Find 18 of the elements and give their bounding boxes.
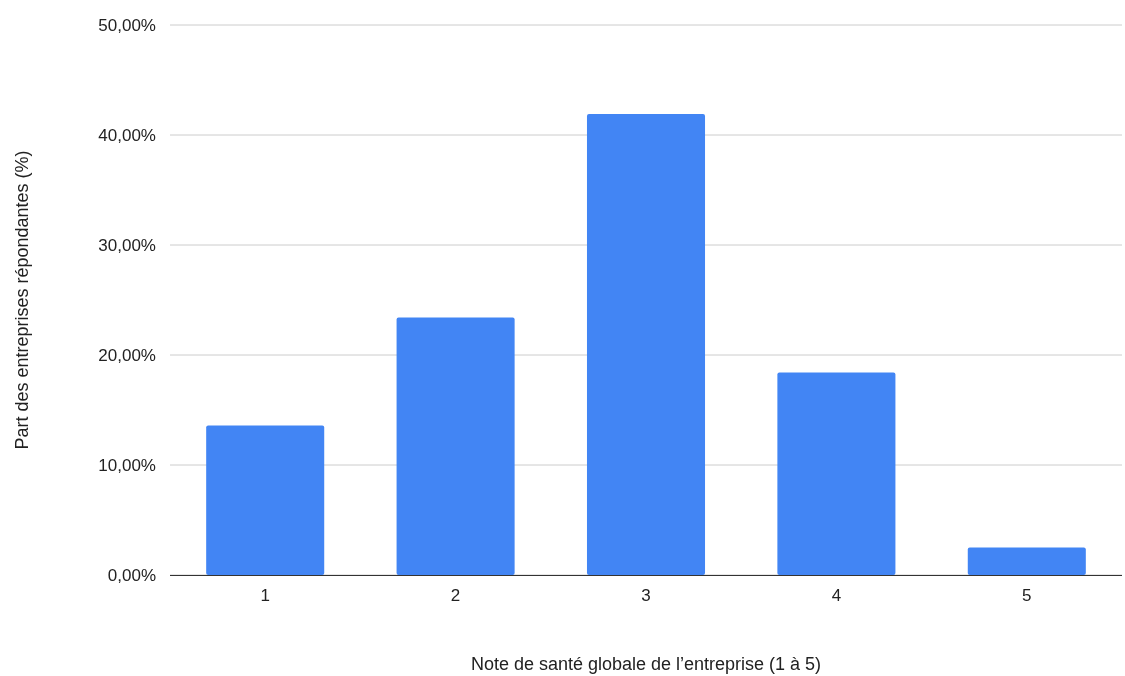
x-tick-label: 3 <box>641 586 651 606</box>
bar <box>967 547 1086 575</box>
y-tick-label: 30,00% <box>98 235 156 255</box>
y-tick-label: 40,00% <box>98 125 156 145</box>
bar <box>396 317 515 575</box>
y-axis-title: Part des entreprises répondantes (%) <box>12 150 32 450</box>
x-tick-label: 4 <box>831 586 842 606</box>
x-tick-label: 2 <box>450 586 461 606</box>
y-tick-label: 20,00% <box>98 345 156 365</box>
x-tick-label: 1 <box>260 586 270 606</box>
x-tick-label: 5 <box>1022 586 1032 606</box>
y-tick-label: 10,00% <box>98 455 156 475</box>
y-tick-label: 0,00% <box>107 565 156 585</box>
x-axis-title: Note de santé globale de l’entreprise (1 à 5) <box>470 654 822 674</box>
bar <box>206 425 325 575</box>
y-tick-label: 50,00% <box>98 15 156 35</box>
bar <box>586 114 706 575</box>
bar <box>777 372 896 575</box>
